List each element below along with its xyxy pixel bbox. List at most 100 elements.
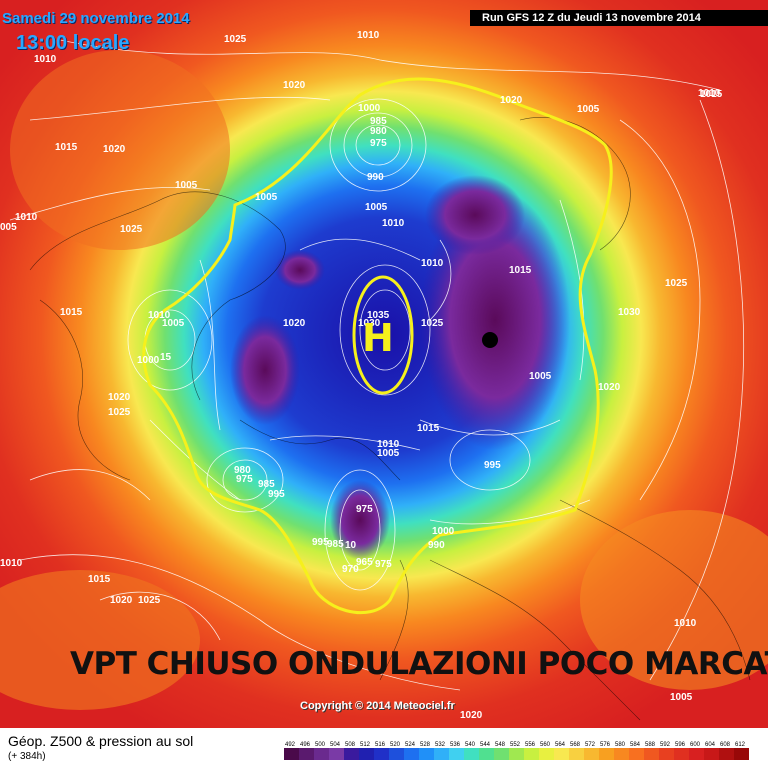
scale-swatch: [434, 748, 449, 760]
pressure-label: 965: [356, 557, 373, 568]
pressure-label: 1020: [283, 80, 306, 91]
scale-swatch: [344, 748, 359, 760]
scale-swatch: [599, 748, 614, 760]
scale-swatch: [554, 748, 569, 760]
scale-label: 568: [570, 742, 581, 748]
scale-label: 504: [330, 742, 341, 748]
model-run-banner: Run GFS 12 Z du Jeudi 13 novembre 2014: [470, 10, 768, 26]
pressure-label: 1005: [255, 192, 278, 203]
pressure-label: 1010: [377, 439, 400, 450]
pressure-label: 1000: [358, 103, 381, 114]
scale-label: 572: [585, 742, 596, 748]
forecast-local-time: 13:00 locale: [16, 32, 130, 54]
scale-label: 580: [615, 742, 626, 748]
scale-swatch: [524, 748, 539, 760]
pressure-label: 1005: [529, 371, 552, 382]
pressure-label: 10: [345, 540, 357, 551]
pressure-label: 1010: [34, 54, 57, 65]
pressure-label: 1015: [55, 142, 78, 153]
scale-label: 516: [375, 742, 386, 748]
scale-label: 588: [645, 742, 656, 748]
scale-label: 540: [465, 742, 476, 748]
pressure-label: 1010: [0, 558, 23, 569]
cold-trough: [230, 315, 300, 425]
pressure-label: 1000: [137, 355, 160, 366]
scale-label: 524: [405, 742, 416, 748]
scale-swatch: [494, 748, 509, 760]
pressure-label: 1020: [283, 318, 306, 329]
vortex-outline: [142, 77, 613, 615]
pressure-label: 975: [375, 559, 392, 570]
scale-swatch: [569, 748, 584, 760]
warm-ridge: [580, 510, 768, 690]
scale-label: 592: [660, 742, 671, 748]
pressure-label: 1015: [60, 307, 83, 318]
pressure-label: 1025: [224, 34, 247, 45]
cold-trough: [330, 480, 390, 560]
scale-label: 604: [705, 742, 716, 748]
scale-swatch: [644, 748, 659, 760]
pressure-label: 1030: [618, 307, 641, 318]
pressure-label: 995: [484, 460, 501, 471]
high-pressure-outline: [352, 275, 414, 395]
pressure-label: 1010: [382, 218, 405, 229]
pressure-label: 1000: [432, 526, 455, 537]
pressure-label: 1020: [108, 392, 131, 403]
pressure-label: 005: [0, 222, 17, 233]
warm-ridge: [0, 570, 200, 710]
pressure-label: 1005: [670, 692, 693, 703]
pressure-label: 1005: [577, 104, 600, 115]
scale-swatch: [479, 748, 494, 760]
pressure-label: 1010: [15, 212, 38, 223]
scale-swatch: [284, 748, 299, 760]
cold-trough: [425, 175, 525, 255]
scale-swatch: [509, 748, 524, 760]
pressure-label: 1025: [421, 318, 444, 329]
pressure-label: 985: [327, 539, 344, 550]
scale-swatch: [419, 748, 434, 760]
pressure-label: 1015: [700, 89, 723, 100]
scale-label: 584: [630, 742, 641, 748]
warm-ridge: [10, 50, 230, 250]
pressure-label: 1010: [698, 88, 721, 99]
pressure-label: 990: [428, 540, 445, 551]
headline-annotation: VPT CHIUSO ONDULAZIONI POCO MARCATE: [70, 646, 768, 682]
scale-label: 576: [600, 742, 611, 748]
scale-label: 548: [495, 742, 506, 748]
vortex-core: [482, 332, 498, 348]
scale-label: 500: [315, 742, 326, 748]
pressure-label: 980: [370, 126, 387, 137]
scale-label: 508: [345, 742, 356, 748]
pressure-label: 1005: [365, 202, 388, 213]
scale-label: 532: [435, 742, 446, 748]
pressure-label: 1005: [162, 318, 185, 329]
scale-swatch: [734, 748, 749, 760]
pressure-label: 1010: [674, 618, 697, 629]
scale-swatch: [299, 748, 314, 760]
scale-label: 552: [510, 742, 521, 748]
scale-swatch: [374, 748, 389, 760]
scale-swatch: [629, 748, 644, 760]
pressure-label: 990: [367, 172, 384, 183]
scale-swatch: [689, 748, 704, 760]
pressure-label: 1010: [421, 258, 444, 269]
scale-label: 600: [690, 742, 701, 748]
pressure-label: 1020: [460, 710, 483, 721]
scale-label: 512: [360, 742, 371, 748]
scale-label: 596: [675, 742, 686, 748]
scale-swatch: [584, 748, 599, 760]
pressure-label: 1005: [377, 448, 400, 459]
scale-swatch: [359, 748, 374, 760]
scale-label: 560: [540, 742, 551, 748]
legend-panel: Géop. Z500 & pression au sol (+ 384h) 49…: [0, 728, 768, 768]
pressure-label: 985: [258, 479, 275, 490]
scale-label: 544: [480, 742, 491, 748]
cold-trough: [420, 190, 570, 450]
copyright-text: Copyright © 2014 Meteociel.fr: [300, 700, 455, 712]
pressure-label: 1025: [665, 278, 688, 289]
pressure-label: 1025: [138, 595, 161, 606]
scale-swatch: [674, 748, 689, 760]
high-pressure-marker: H: [362, 316, 394, 360]
